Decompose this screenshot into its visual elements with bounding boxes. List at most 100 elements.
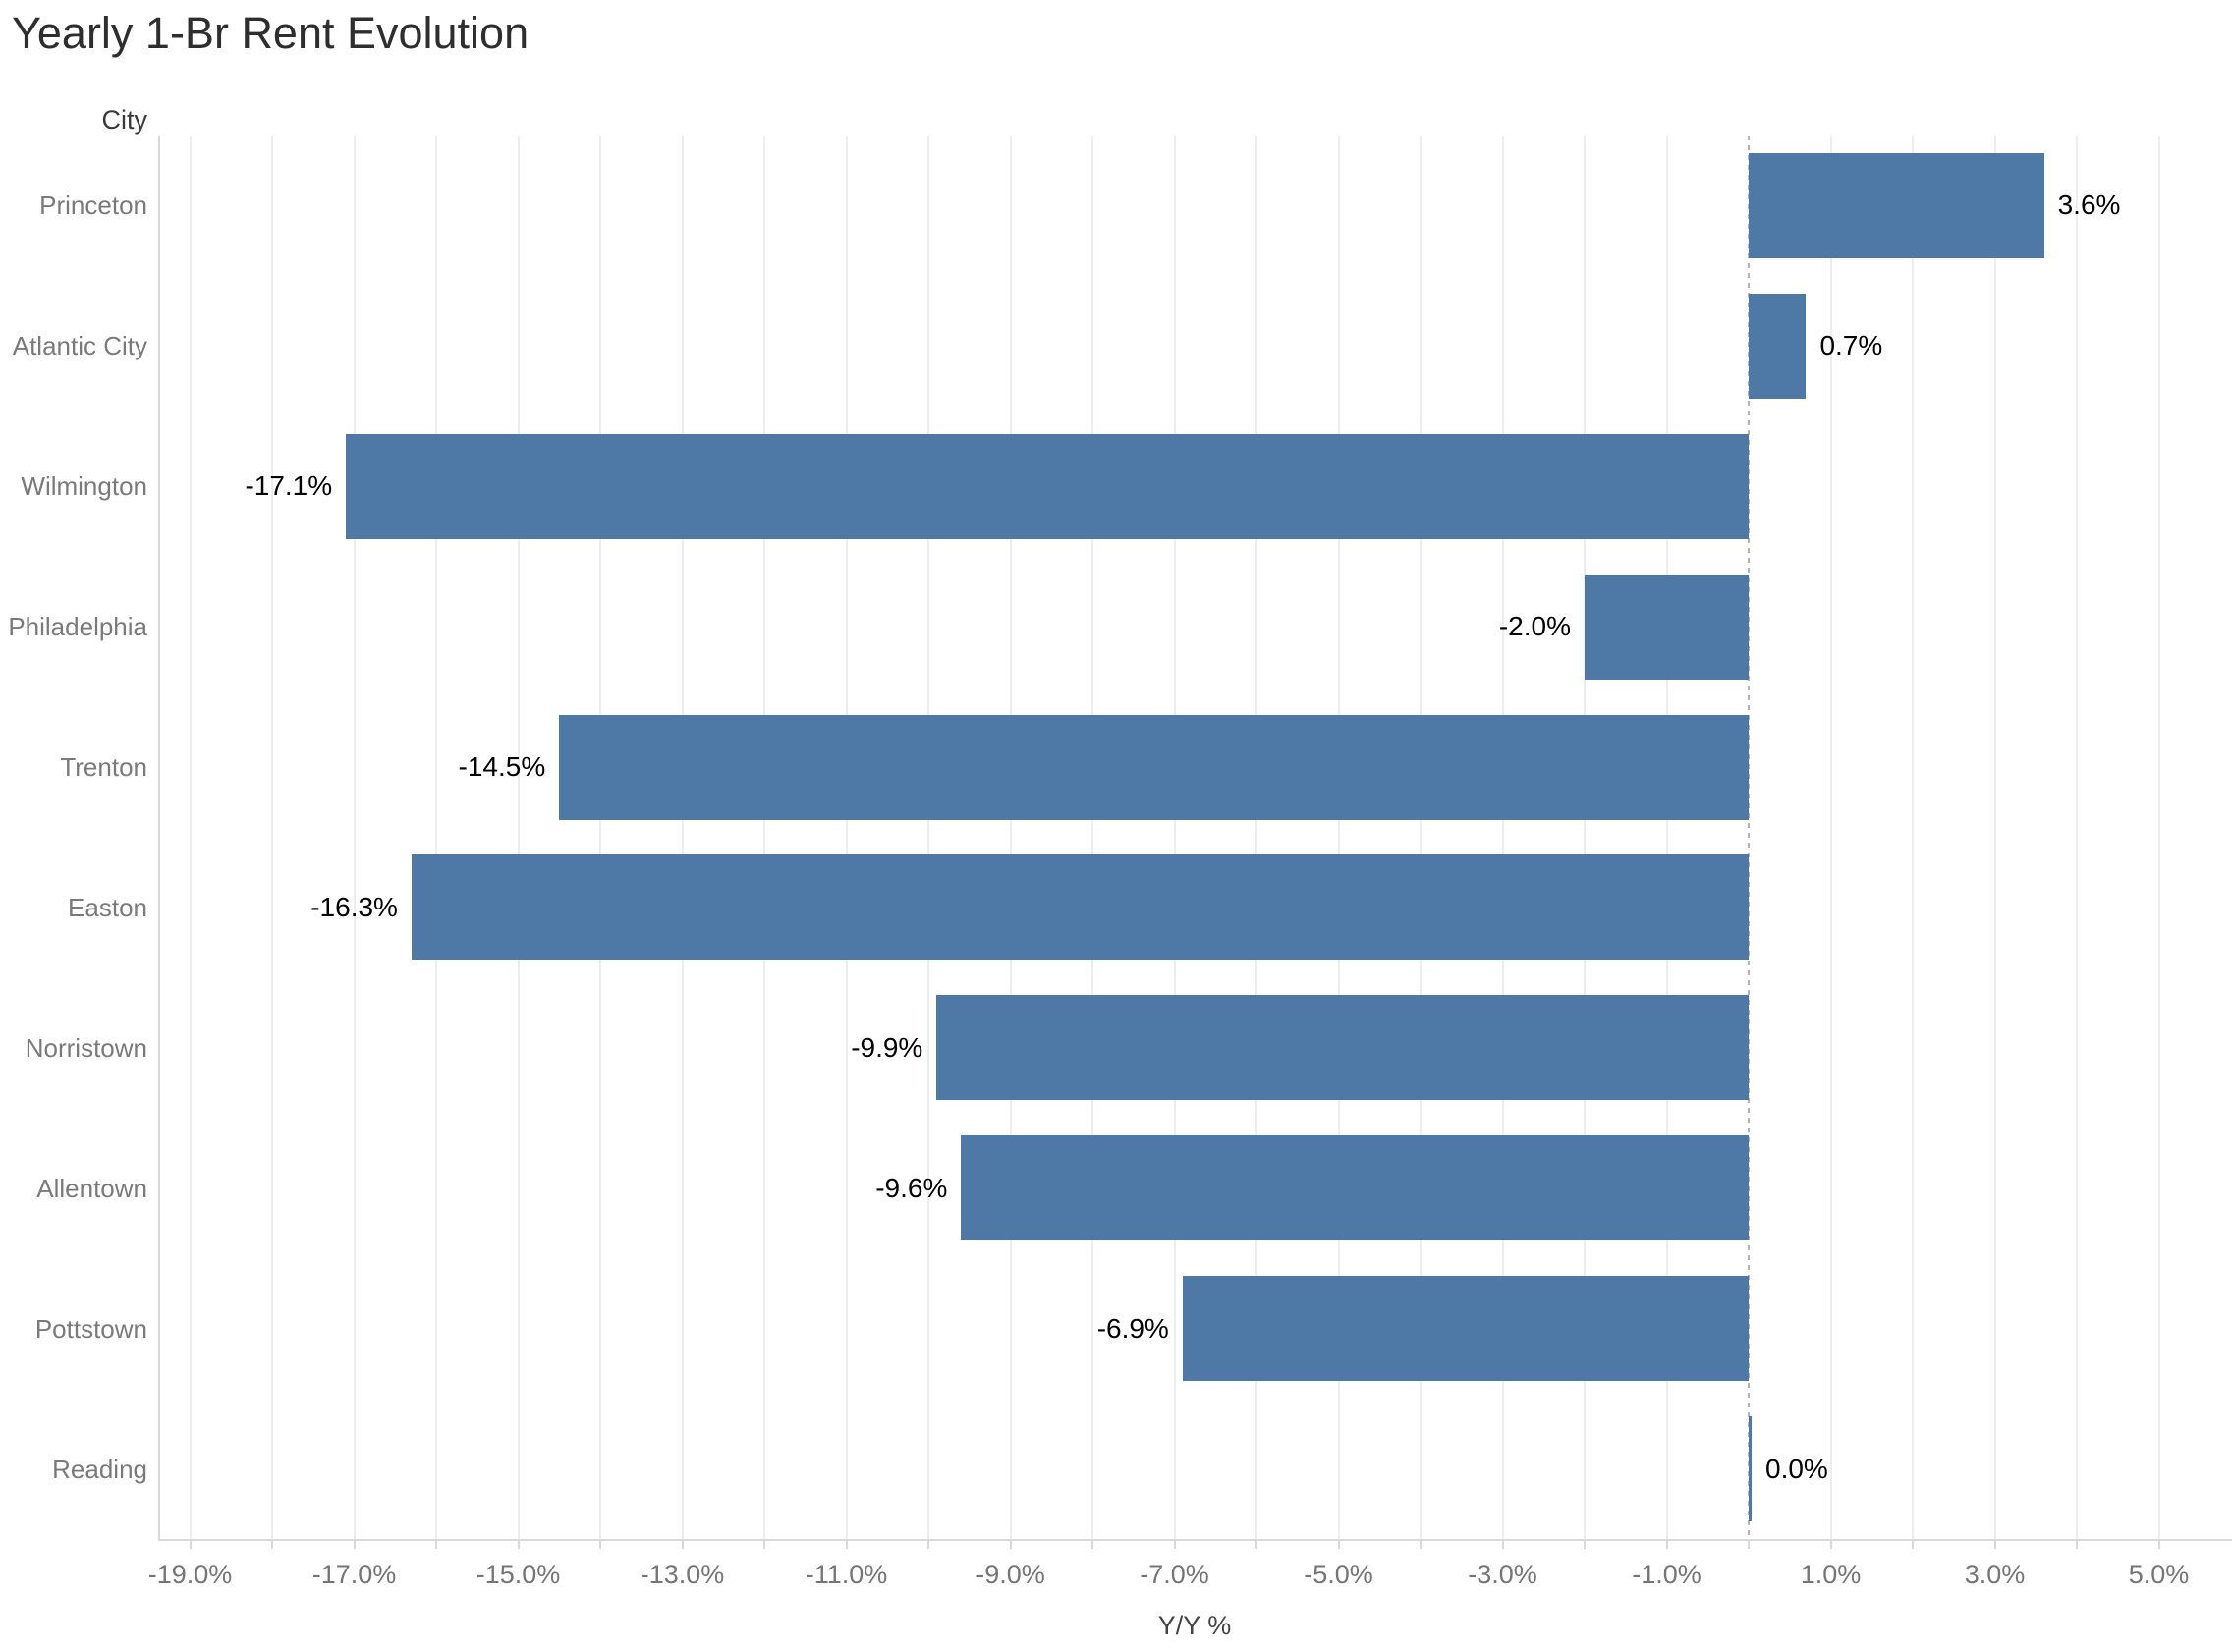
x-tick-label: -5.0% xyxy=(1304,1560,1373,1589)
city-label[interactable]: Norristown xyxy=(25,1032,147,1063)
city-label[interactable]: Philadelphia xyxy=(8,612,147,642)
city-label[interactable]: Allentown xyxy=(36,1173,147,1203)
bar-value-label: -6.9% xyxy=(1096,1312,1169,1344)
gridline xyxy=(599,136,601,1539)
x-tick-mark xyxy=(189,1539,192,1549)
x-tick-mark xyxy=(2157,1539,2160,1549)
x-tick-label: -19.0% xyxy=(147,1560,233,1589)
x-tick-mark xyxy=(353,1539,356,1549)
bar[interactable] xyxy=(559,714,1749,820)
gridline xyxy=(1420,136,1422,1539)
x-tick-mark xyxy=(1993,1539,1996,1549)
x-tick-mark xyxy=(517,1539,520,1549)
gridline xyxy=(1173,136,1176,1539)
city-label[interactable]: Wilmington xyxy=(21,471,147,502)
x-axis-line xyxy=(158,1539,2232,1541)
x-tick-mark xyxy=(1256,1539,1257,1549)
chart-title: Yearly 1-Br Rent Evolution xyxy=(12,8,530,58)
gridline xyxy=(927,136,929,1539)
city-label[interactable]: Atlantic City xyxy=(12,331,147,361)
x-tick-label: -11.0% xyxy=(805,1560,888,1589)
bar[interactable] xyxy=(1585,574,1749,680)
x-tick-label: -15.0% xyxy=(475,1560,561,1589)
x-tick-label: 5.0% xyxy=(2128,1560,2190,1589)
city-label[interactable]: Reading xyxy=(52,1454,147,1484)
city-label[interactable]: Trenton xyxy=(60,752,147,783)
city-label[interactable]: Pottstown xyxy=(34,1313,147,1344)
gridline xyxy=(1912,136,1914,1539)
bar[interactable] xyxy=(1749,152,2044,258)
gridline xyxy=(1256,136,1257,1539)
x-tick-label: -9.0% xyxy=(976,1560,1045,1589)
bar-value-label: 3.6% xyxy=(2057,190,2121,221)
gridline xyxy=(1091,136,1093,1539)
x-tick-mark xyxy=(1912,1539,1914,1549)
x-tick-mark xyxy=(1584,1539,1586,1549)
x-tick-label: -1.0% xyxy=(1632,1560,1702,1589)
x-tick-mark xyxy=(681,1539,684,1549)
gridline xyxy=(845,136,848,1539)
bar-value-label: -16.3% xyxy=(310,891,398,922)
x-tick-mark xyxy=(1501,1539,1504,1549)
y-axis-line xyxy=(158,136,160,1539)
row-header-city: City xyxy=(101,105,148,135)
bar-value-label: -9.9% xyxy=(851,1031,923,1063)
bar-value-label: -2.0% xyxy=(1498,611,1571,642)
x-tick-mark xyxy=(599,1539,601,1549)
gridline xyxy=(2157,136,2160,1539)
x-tick-mark xyxy=(845,1539,848,1549)
x-tick-label: 3.0% xyxy=(1964,1560,2026,1589)
gridline xyxy=(517,136,520,1539)
x-tick-label: -3.0% xyxy=(1468,1560,1537,1589)
gridline xyxy=(1829,136,1832,1539)
gridline xyxy=(353,136,356,1539)
gridline xyxy=(1665,136,1668,1539)
zero-line xyxy=(1748,136,1750,1539)
bar[interactable] xyxy=(346,433,1749,539)
bar[interactable] xyxy=(936,995,1749,1101)
x-tick-mark xyxy=(1420,1539,1422,1549)
gridline xyxy=(763,136,765,1539)
gridline xyxy=(681,136,684,1539)
x-tick-mark xyxy=(1337,1539,1340,1549)
x-tick-mark xyxy=(271,1539,273,1549)
x-tick-label: -17.0% xyxy=(311,1560,397,1589)
bar-value-label: -14.5% xyxy=(458,751,546,783)
x-tick-mark xyxy=(2076,1539,2078,1549)
bar[interactable] xyxy=(1182,1276,1749,1382)
city-label[interactable]: Easton xyxy=(68,892,147,922)
gridline xyxy=(189,136,192,1539)
plot-area: 3.6% 0.7% -17.1% -2.0% -14.5% -16.3% -9.9% -9.6… xyxy=(158,136,2232,1541)
gridline xyxy=(435,136,437,1539)
x-tick-mark xyxy=(1748,1539,1750,1549)
x-axis-title: Y/Y % xyxy=(1157,1611,1232,1640)
gridline xyxy=(1993,136,1996,1539)
x-tick-label: 1.0% xyxy=(1800,1560,1862,1589)
bar[interactable] xyxy=(1749,1416,1752,1522)
x-tick-mark xyxy=(1829,1539,1832,1549)
x-tick-mark xyxy=(1009,1539,1012,1549)
gridline xyxy=(1337,136,1340,1539)
gridline xyxy=(1501,136,1504,1539)
city-label[interactable]: Princeton xyxy=(39,191,147,221)
gridline xyxy=(1584,136,1586,1539)
gridline xyxy=(1009,136,1012,1539)
x-tick-label: -7.0% xyxy=(1140,1560,1209,1589)
gridline xyxy=(2076,136,2078,1539)
x-tick-mark xyxy=(1173,1539,1176,1549)
bar[interactable] xyxy=(961,1135,1749,1241)
bar-value-label: -9.6% xyxy=(875,1172,948,1203)
x-tick-mark xyxy=(763,1539,765,1549)
bar[interactable] xyxy=(411,854,1749,961)
x-tick-mark xyxy=(927,1539,929,1549)
bar-value-label: 0.0% xyxy=(1765,1453,1828,1484)
x-tick-mark xyxy=(1665,1539,1668,1549)
bar-value-label: -17.1% xyxy=(245,470,333,502)
x-tick-mark xyxy=(435,1539,437,1549)
x-tick-mark xyxy=(1091,1539,1093,1549)
bar-value-label: 0.7% xyxy=(1819,330,1883,361)
gridline xyxy=(271,136,273,1539)
bar[interactable] xyxy=(1749,293,1807,399)
x-tick-label: -13.0% xyxy=(640,1560,725,1589)
